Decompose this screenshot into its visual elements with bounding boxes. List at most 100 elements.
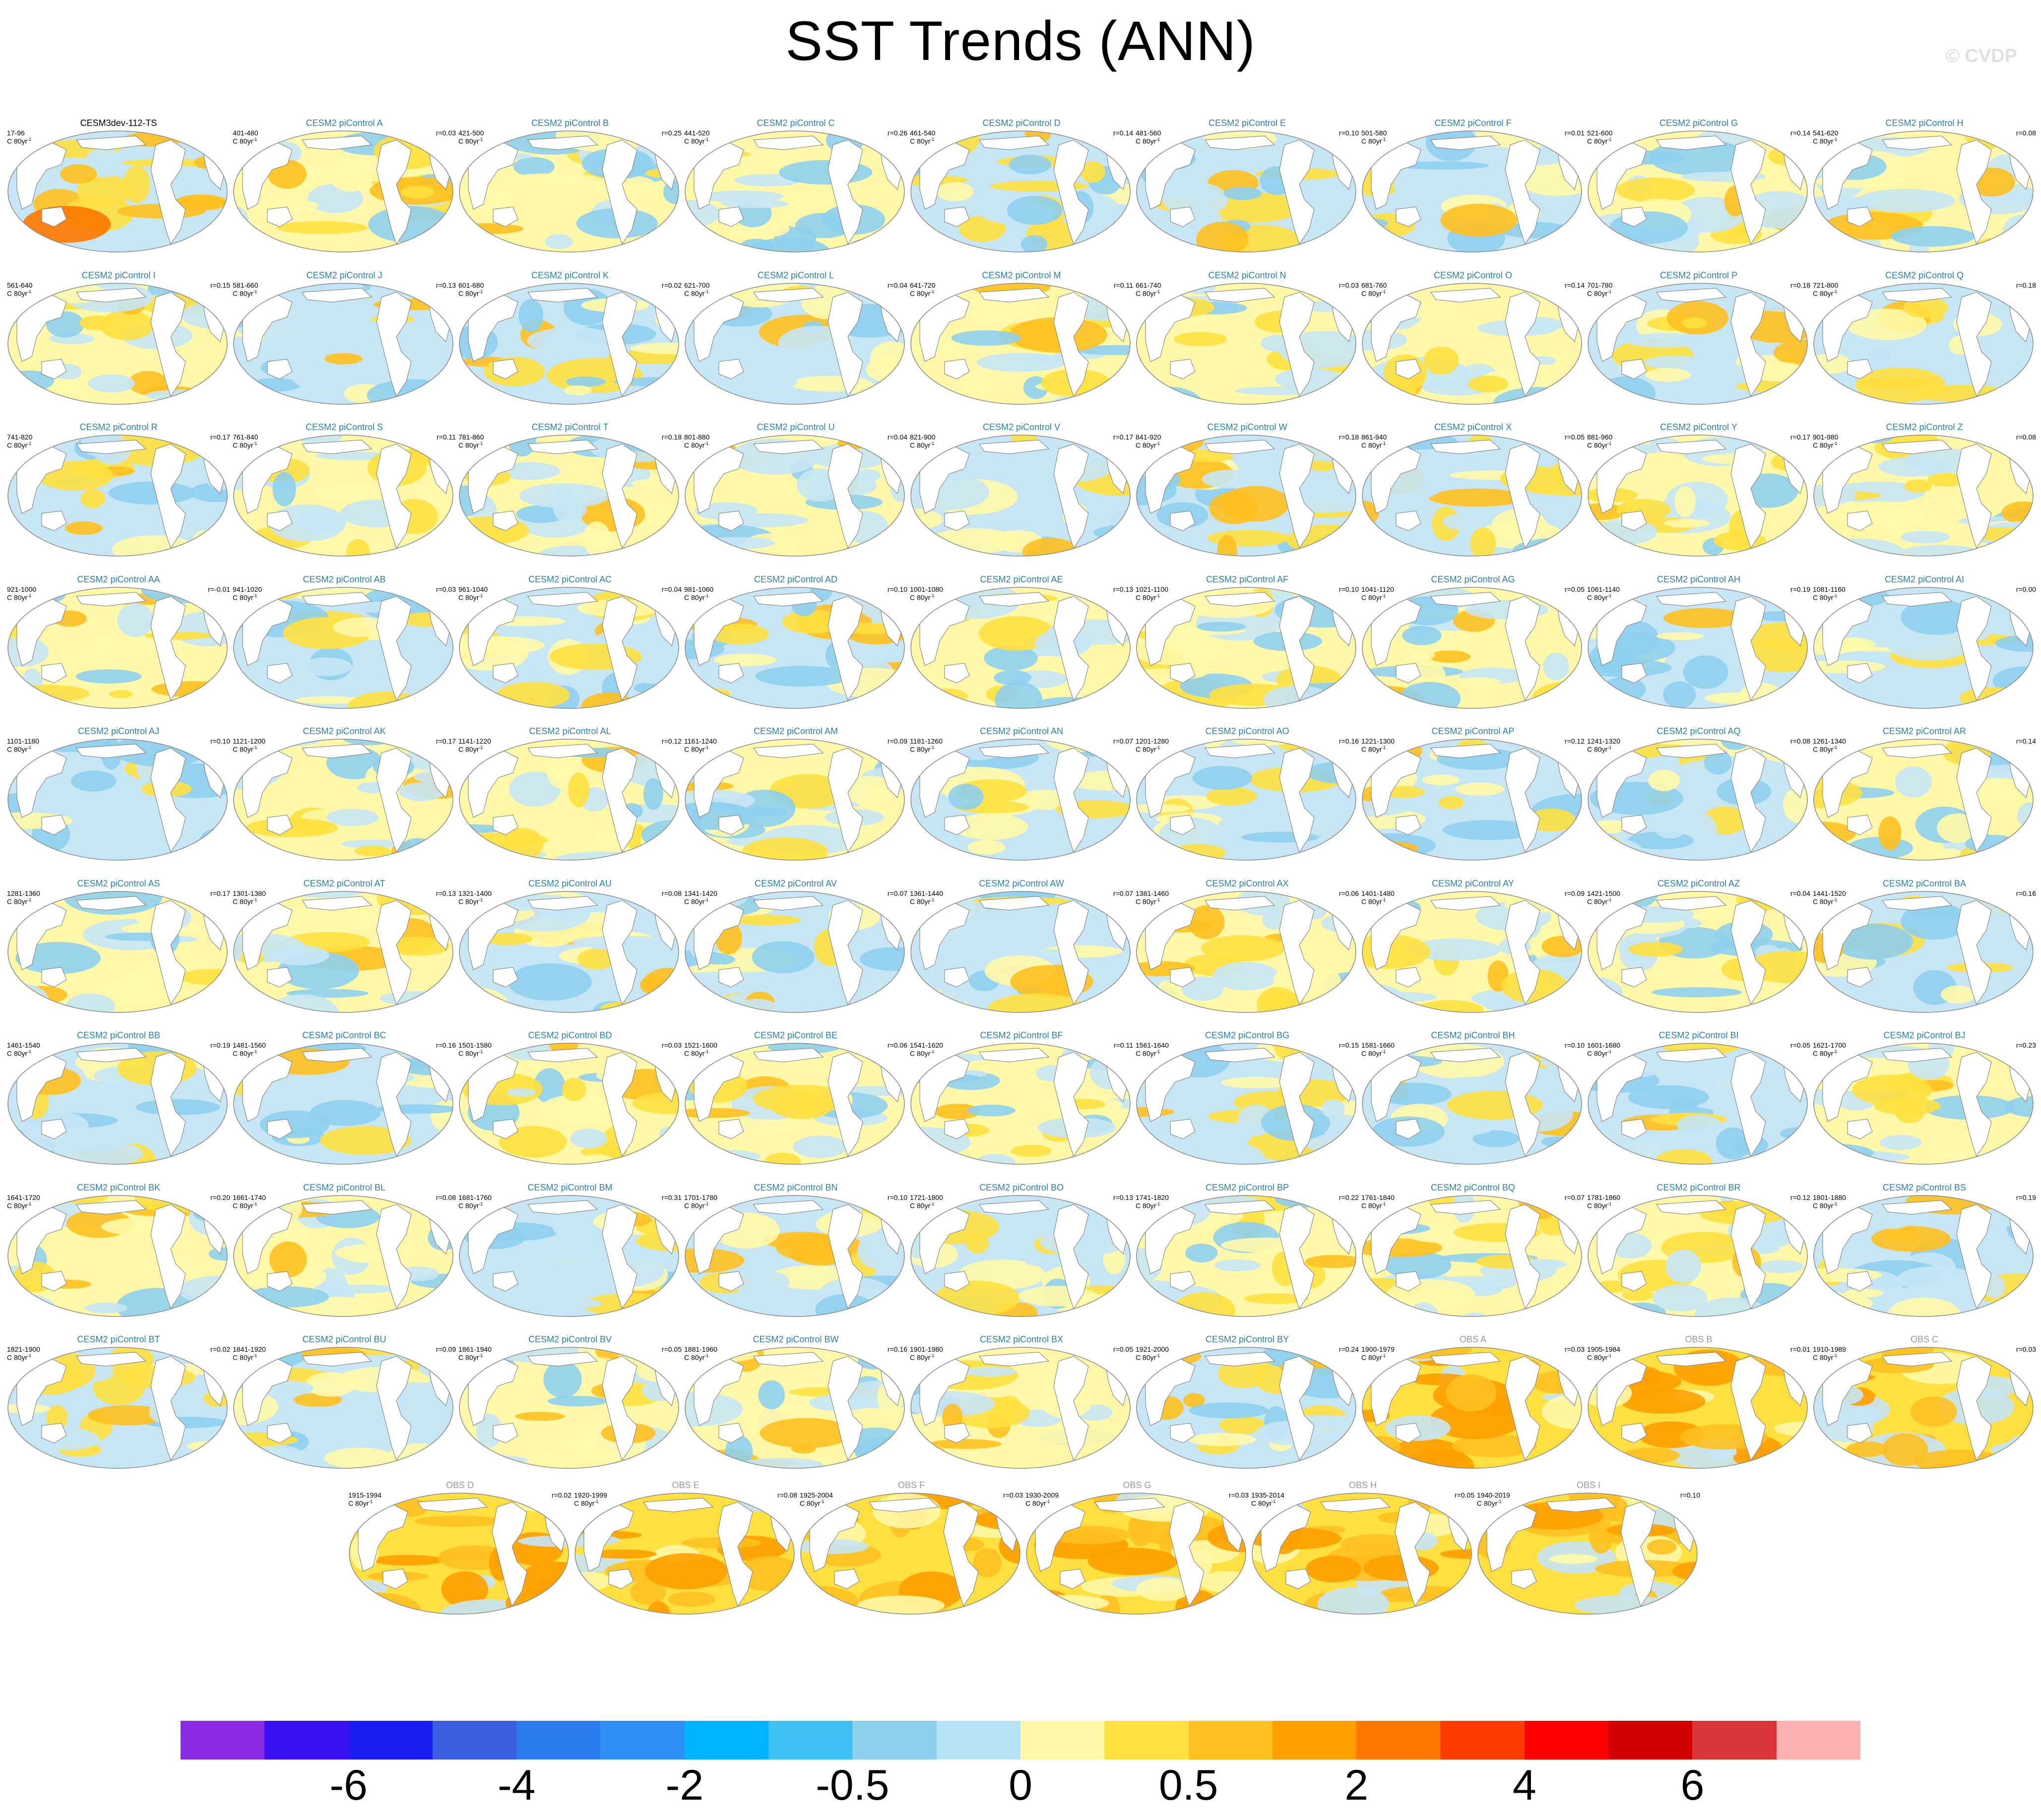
- panel-correlation: r=0.01: [1564, 129, 1585, 137]
- watermark: © CVDP: [1945, 46, 2017, 66]
- units-exponent: -1: [1272, 1499, 1276, 1504]
- units-text: C 80yr: [1587, 137, 1608, 145]
- map-panel: CESM2 piControl AL 1141-1220 C 80yr-1 r=0.1…: [457, 726, 683, 875]
- panel-years: 581-660: [233, 281, 258, 289]
- panel-units: C 80yr-1: [1587, 1201, 1611, 1210]
- panel-correlation: r=0.16: [2016, 889, 2036, 897]
- panel-correlation: r=0.14: [1113, 129, 1133, 137]
- panel-years: 481-560: [1136, 129, 1161, 137]
- panel-years: 1521-1600: [684, 1041, 717, 1049]
- panel-units: C 80yr-1: [1813, 897, 1837, 906]
- panel-correlation: r=0.31: [661, 1193, 682, 1201]
- map-panel: OBS G 1930-2009 C 80yr-1 r=0.03: [1024, 1480, 1250, 1629]
- map-panel: CESM2 piControl BE 1521-1600 C 80yr-1 r=0.0…: [683, 1030, 908, 1179]
- units-exponent: -1: [253, 1049, 257, 1054]
- panel-years: 1101-1180: [7, 737, 39, 745]
- colorbar-labels: -6 -4 -2 -0.5 0 0.5 2 4 6: [0, 1761, 2041, 1816]
- panel-correlation: r=0.10: [1680, 1491, 1700, 1499]
- units-exponent: -1: [1833, 1201, 1838, 1206]
- units-exponent: -1: [704, 1049, 709, 1054]
- panel-title: CESM2 piControl M: [982, 270, 1061, 280]
- units-text: C 80yr: [1361, 745, 1382, 753]
- panel-title: CESM2 piControl AP: [1431, 726, 1515, 736]
- panel-title: OBS A: [1459, 1334, 1487, 1344]
- panel-correlation: r=0.05: [1564, 585, 1585, 593]
- colorbar-label: 6: [1680, 1761, 1705, 1809]
- panel-correlation: r=0.13: [1113, 585, 1133, 593]
- panel-years: 901-980: [1813, 433, 1839, 441]
- colorbar-swatch: [1440, 1721, 1525, 1759]
- panel-units: C 80yr-1: [233, 1353, 257, 1362]
- units-exponent: -1: [704, 441, 709, 446]
- panel-years: 1381-1460: [1136, 889, 1169, 897]
- panel-title: CESM2 piControl BL: [303, 1182, 386, 1192]
- panel-correlation: r=0.03: [436, 129, 456, 137]
- panel-years: 1761-1840: [1361, 1193, 1395, 1201]
- panel-units: C 80yr-1: [1136, 137, 1160, 145]
- units-exponent: -1: [1607, 593, 1612, 598]
- panel-correlation: r=0.08: [1790, 737, 1810, 745]
- panel-units: C 80yr-1: [910, 289, 934, 298]
- panel-title: CESM2 piControl P: [1659, 270, 1738, 280]
- panel-title: CESM2 piControl AN: [979, 726, 1064, 736]
- panel-correlation: r=0.08: [2016, 433, 2036, 441]
- colorbar-swatch: [684, 1721, 769, 1759]
- map-panel: CESM2 piControl U 801-880 C 80yr-1 r=0.04: [683, 422, 908, 571]
- panel-units: C 80yr-1: [684, 1049, 708, 1058]
- units-text: C 80yr: [1587, 897, 1608, 906]
- units-exponent: -1: [704, 745, 709, 750]
- units-text: C 80yr: [233, 1201, 254, 1210]
- panel-correlation: r=0.05: [1790, 1041, 1810, 1049]
- colorbar-swatch: [181, 1721, 265, 1759]
- units-text: C 80yr: [458, 745, 479, 753]
- units-exponent: -1: [704, 137, 709, 142]
- panel-years: 1581-1660: [1361, 1041, 1395, 1049]
- units-exponent: -1: [930, 593, 935, 598]
- panel-years: 1401-1480: [1361, 889, 1395, 897]
- units-text: C 80yr: [910, 441, 931, 449]
- map-panel: CESM2 piControl BA 1441-1520 C 80yr-1 r=0.1…: [1812, 879, 2037, 1027]
- panel-correlation: r=0.14: [2016, 737, 2036, 745]
- panel-units: C 80yr-1: [1136, 1353, 1160, 1362]
- units-exponent: -1: [1156, 441, 1160, 446]
- panel-title: CESM2 piControl AT: [303, 878, 385, 888]
- panel-correlation: r=0.18: [1339, 433, 1359, 441]
- panel-title: CESM2 piControl AJ: [77, 726, 160, 736]
- panel-units: C 80yr-1: [684, 137, 708, 145]
- colorbar-label: 0.5: [1158, 1761, 1218, 1809]
- units-text: C 80yr: [684, 1201, 705, 1210]
- colorbar-swatch: [1272, 1721, 1357, 1759]
- panel-years: 1661-1740: [233, 1193, 266, 1201]
- units-text: C 80yr: [1136, 593, 1156, 602]
- units-exponent: -1: [594, 1499, 599, 1504]
- panel-correlation: r=0.11: [1113, 1041, 1133, 1049]
- panel-units: C 80yr-1: [1587, 745, 1611, 753]
- panel-correlation: r=0.03: [2016, 1345, 2036, 1353]
- panel-years: 1881-1960: [684, 1345, 717, 1353]
- map-panel: CESM2 piControl AQ 1241-1320 C 80yr-1 r=0.0…: [1586, 726, 1811, 875]
- panel-years: 1930-2009: [1025, 1491, 1059, 1499]
- colorbar: [181, 1721, 1860, 1759]
- panel-correlation: r=0.13: [1113, 1193, 1133, 1201]
- colorbar-swatch: [768, 1721, 853, 1759]
- units-exponent: -1: [27, 1201, 32, 1206]
- units-exponent: -1: [479, 1049, 483, 1054]
- panel-units: C 80yr-1: [684, 745, 708, 753]
- colorbar-swatch: [852, 1721, 937, 1759]
- units-text: C 80yr: [458, 441, 479, 449]
- panel-units: C 80yr-1: [1587, 897, 1611, 906]
- panel-units: C 80yr-1: [800, 1499, 824, 1507]
- panel-years: 1621-1700: [1813, 1041, 1846, 1049]
- panel-correlation: r=0.10: [1564, 1041, 1585, 1049]
- panel-years: 1900-1979: [1361, 1345, 1395, 1353]
- colorbar-swatch: [1608, 1721, 1693, 1759]
- panel-title: CESM2 piControl BQ: [1430, 1182, 1516, 1192]
- panel-years: 1701-1780: [684, 1193, 717, 1201]
- map-panel: CESM2 piControl BT 1821-1900 C 80yr-1 r=0.0…: [6, 1334, 231, 1483]
- panel-correlation: r=0.03: [661, 1041, 682, 1049]
- panel-years: 941-1020: [233, 585, 262, 593]
- units-text: C 80yr: [1136, 1353, 1156, 1362]
- panel-units: C 80yr-1: [574, 1499, 598, 1507]
- panel-years: 1241-1320: [1587, 737, 1620, 745]
- units-text: C 80yr: [910, 137, 931, 145]
